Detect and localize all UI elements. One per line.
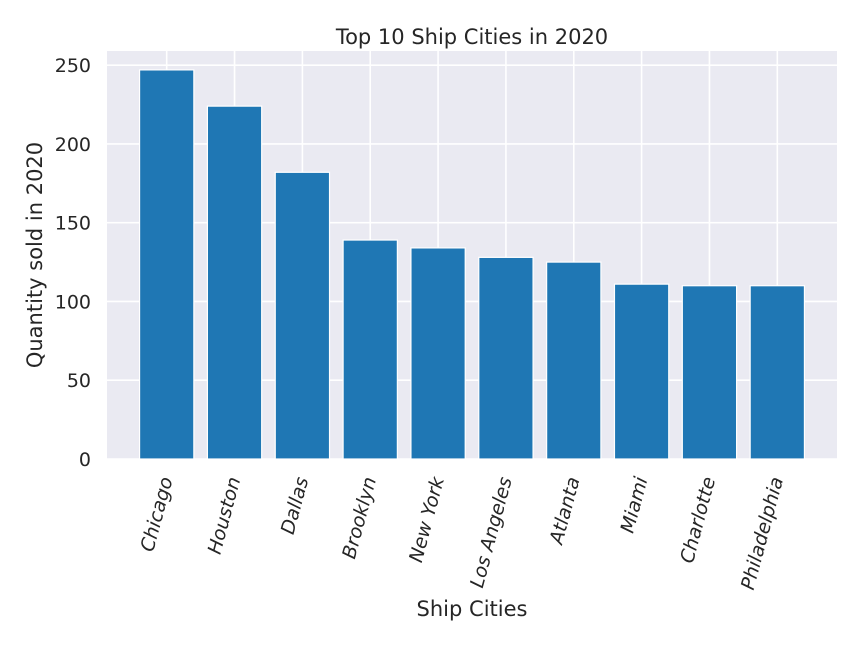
y-tick-label: 100 [55, 291, 91, 313]
bar-atlanta [546, 261, 602, 460]
bar-chicago [138, 69, 195, 460]
x-tick-label: Chicago [137, 475, 178, 554]
y-tick-labels: 0 50 100 150 200 250 [55, 55, 91, 471]
x-tick-label: Atlanta [545, 475, 585, 549]
y-tick-label: 0 [79, 449, 91, 471]
y-tick-label: 50 [67, 370, 91, 392]
bar-los-angeles [478, 256, 534, 460]
y-tick-label: 200 [55, 134, 91, 156]
bar-houston [206, 105, 263, 460]
x-tick-label: Dallas [277, 475, 313, 537]
bar-miami [613, 283, 670, 460]
x-tick-label: New York [405, 474, 449, 565]
bar-dallas [274, 171, 331, 460]
bar-brooklyn [342, 239, 398, 460]
x-tick-label: Charlotte [676, 475, 720, 566]
bar-philadelphia [749, 285, 806, 460]
y-tick-label: 150 [55, 213, 91, 235]
bars [138, 69, 806, 460]
x-tick-label: Brooklyn [338, 475, 381, 562]
x-axis-label: Ship Cities [417, 597, 528, 621]
bar-charlotte [681, 285, 738, 460]
x-tick-label: Houston [204, 475, 246, 557]
x-tick-labels: Chicago Houston Dallas Brooklyn New York Los … [137, 474, 789, 592]
x-tick-label: Miami [616, 474, 652, 536]
y-axis-label: Quantity sold in 2020 [23, 142, 47, 368]
y-tick-label: 250 [55, 55, 91, 77]
x-tick-label: Los Angeles [466, 475, 517, 591]
bar-new-york [410, 247, 466, 460]
x-tick-label: Philadelphia [737, 475, 788, 593]
chart-title: Top 10 Ship Cities in 2020 [335, 25, 608, 49]
